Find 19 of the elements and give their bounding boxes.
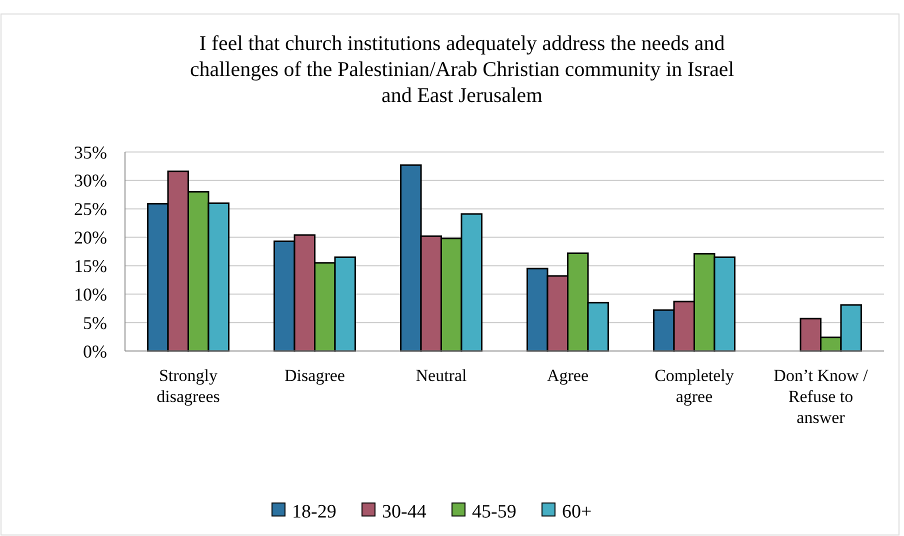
legend-label: 45-59 [472,502,516,523]
legend-label: 60+ [562,502,592,523]
y-tick-label: 0% [83,341,107,362]
legend-label: 30-44 [382,502,427,523]
y-tick-label: 5% [83,312,107,333]
x-tick-label: Completely agree [654,366,734,406]
y-tick-label: 30% [74,170,107,191]
chart-title: I feel that church institutions adequately address the needs and challenges of the Palestinian/Arab Christian community in Israel and East Jerusalem [190,31,734,107]
y-tick-label: 10% [74,284,107,304]
x-tick-label: Don’t Know / Refuse to answer [774,366,868,427]
y-tick-label: 35% [74,142,107,162]
x-tick-label: Agree [546,366,589,385]
y-tick-label: 20% [74,228,107,248]
y-tick-label: 15% [74,256,107,276]
x-tick-label: Neutral [416,366,468,385]
y-tick-label: 25% [74,199,107,220]
x-tick-label: Disagree [284,366,345,385]
x-tick-label: Strongly disagrees [156,366,220,406]
legend-label: 18-29 [292,502,336,523]
